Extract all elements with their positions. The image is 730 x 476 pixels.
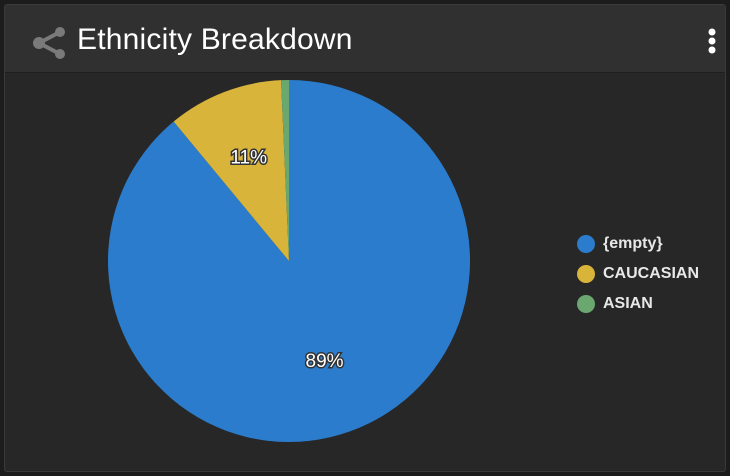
pie-slice-2[interactable] — [173, 80, 289, 261]
legend-swatch — [577, 295, 595, 313]
widget-title: Ethnicity Breakdown — [77, 23, 353, 56]
slice-data-label: 89% — [306, 351, 344, 372]
legend-label: ASIAN — [603, 295, 653, 312]
pie-chart: 89% 11% — [107, 80, 471, 443]
legend-item[interactable]: {empty} — [577, 229, 699, 259]
widget-header: Ethnicity Breakdown — [5, 5, 725, 73]
pie-slice-1[interactable] — [107, 80, 471, 443]
pie-slice-3[interactable] — [281, 80, 289, 261]
slice-data-label: 11% — [230, 147, 267, 168]
chart-legend: {empty} CAUCASIAN ASIAN — [577, 229, 699, 319]
legend-swatch — [577, 235, 595, 253]
legend-item[interactable]: CAUCASIAN — [577, 259, 699, 289]
legend-label: {empty} — [603, 235, 663, 252]
legend-swatch — [577, 265, 595, 283]
ethnicity-widget: Ethnicity Breakdown 89% 11% {empty} CAUCAS… — [4, 4, 726, 472]
share-icon — [33, 27, 65, 59]
more-vertical-icon[interactable] — [705, 25, 719, 57]
legend-label: CAUCASIAN — [603, 265, 699, 282]
legend-item[interactable]: ASIAN — [577, 289, 699, 319]
